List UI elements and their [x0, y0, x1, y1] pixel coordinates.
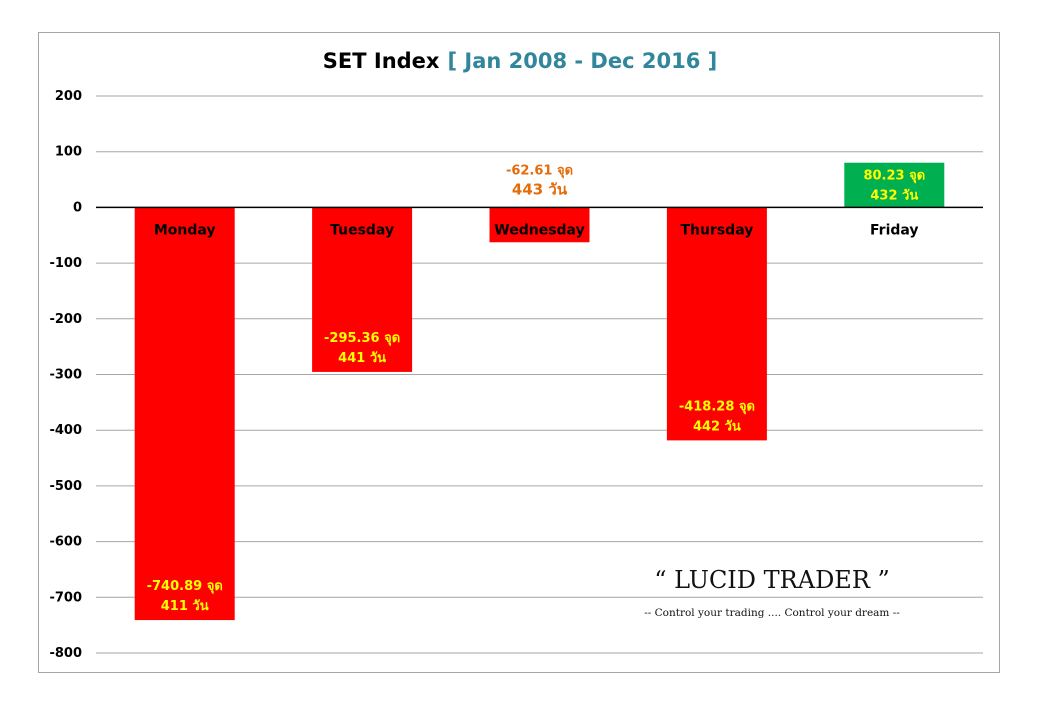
y-tick-label: -800 [49, 646, 82, 661]
category-labels: Monday Tuesday Wednesday Thursday Friday [96, 206, 983, 238]
bar-wednesday [489, 207, 590, 243]
bars [134, 162, 945, 621]
data-label: -418.28 จุด [679, 399, 755, 414]
y-tick-label: -700 [49, 590, 82, 605]
bar-friday [844, 162, 945, 208]
watermark-tagline: -- Control your trading .... Control you… [644, 607, 900, 619]
category-label: Tuesday [330, 222, 394, 238]
bar-tuesday [312, 207, 413, 372]
y-tick-label: -300 [49, 368, 82, 383]
category-label: Thursday [680, 222, 753, 238]
category-label: Monday [154, 222, 216, 238]
bar-chart: SET Index [ Jan 2008 - Dec 2016 ] 200 100 0… [49, 49, 983, 661]
data-label: -740.89 จุด [147, 579, 223, 594]
chart-title: SET Index [ Jan 2008 - Dec 2016 ] [323, 49, 717, 73]
chart-subtitle: [ Jan 2008 - Dec 2016 ] [447, 49, 717, 73]
data-label: 442 วัน [693, 419, 741, 434]
data-label: 432 วัน [870, 189, 918, 204]
y-tick-label: -500 [49, 479, 82, 494]
data-label: -295.36 จุด [324, 331, 400, 346]
data-labels: -740.89 จุด 411 วัน -295.36 จุด 441 วัน -62.… [147, 163, 926, 614]
data-label: 443 วัน [512, 180, 568, 198]
data-label: -62.61 จุด [506, 163, 573, 178]
y-tick-label: -600 [49, 535, 82, 550]
chart-title-main: SET Index [323, 49, 440, 73]
y-tick-label: -400 [49, 423, 82, 438]
bar-thursday [666, 207, 767, 441]
data-label: 441 วัน [338, 351, 386, 366]
watermark: “ LUCID TRADER ” -- Control your trading… [644, 566, 900, 619]
chart-frame: SET Index [ Jan 2008 - Dec 2016 ] 200 100 0… [38, 32, 1000, 673]
category-label: Friday [870, 222, 919, 238]
y-tick-label: -200 [49, 312, 82, 327]
y-tick-label: -100 [49, 256, 82, 271]
y-tick-label: 200 [55, 89, 82, 104]
watermark-title: “ LUCID TRADER ” [654, 566, 890, 594]
bar-monday [134, 207, 235, 621]
data-label: 411 วัน [161, 599, 209, 614]
y-tick-label: 100 [55, 145, 82, 160]
gridlines [96, 95, 983, 654]
y-tick-label: 0 [73, 200, 82, 215]
y-axis-ticks: 200 100 0 -100 -200 -300 -400 -500 -600 -700 -800 [49, 89, 82, 661]
data-label: 80.23 จุด [863, 169, 925, 184]
category-label: Wednesday [494, 222, 584, 238]
